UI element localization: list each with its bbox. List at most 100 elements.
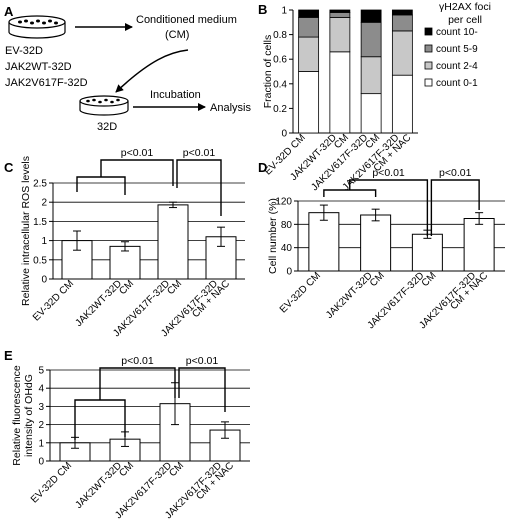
bar (411, 233, 443, 272)
p-value-label: p<0.01 (121, 147, 154, 159)
y-tick-label: 40 (281, 243, 293, 254)
bar-segment (360, 56, 382, 95)
y-tick-label: 0 (281, 129, 287, 140)
x-tick-label: JAK2WT-32D (74, 278, 125, 329)
group-bracket (76, 176, 126, 195)
p-value-label: p<0.01 (183, 147, 216, 159)
y-tick-label: 2 (41, 198, 47, 209)
x-tick-label: EV-32D CM (278, 270, 323, 315)
legend-swatch (424, 27, 433, 36)
panel-a-letter: A (4, 4, 14, 19)
y-tick-label: 0.8 (273, 30, 287, 41)
legend-label: count 0-1 (436, 78, 478, 89)
y-tick-label: 1 (281, 6, 287, 17)
x-tick-label: CM (117, 278, 136, 297)
dish-label: JAK2WT-32D (5, 61, 72, 73)
panel-c-letter: C (4, 160, 14, 175)
y-tick-label: 0 (286, 267, 292, 278)
bar-segment (329, 9, 351, 13)
source-dish-icon (8, 15, 66, 39)
bar-segment (329, 16, 351, 53)
significance-bracket (178, 367, 226, 412)
y-tick-label: 2.5 (33, 179, 47, 190)
significance-bracket (100, 159, 174, 186)
bar-segment (360, 93, 382, 134)
target-dish-icon (79, 95, 129, 116)
bar (360, 214, 392, 272)
analysis-label: Analysis (210, 102, 251, 114)
legend-swatch (424, 61, 433, 70)
bar-segment (391, 9, 413, 16)
bar-segment (298, 71, 320, 134)
bar-segment (360, 9, 382, 23)
y-tick-label: 0.2 (273, 104, 287, 115)
significance-bracket (430, 179, 480, 236)
y-axis-title: Relative fluorescence (11, 365, 23, 466)
y-axis-title: intensity of OHdG (23, 374, 35, 457)
cm-label: (CM) (165, 29, 189, 41)
bar (109, 245, 141, 280)
panel-d-letter: D (258, 160, 267, 175)
p-value-label: p<0.01 (439, 167, 472, 179)
x-tick-label: CM (420, 270, 439, 289)
y-tick-label: 80 (281, 220, 293, 231)
legend-title: γH2AX foci (439, 1, 491, 13)
x-tick-label: EV-32D CM (29, 460, 74, 505)
x-tick-label: CM (165, 278, 184, 297)
y-tick-label: 1.5 (33, 217, 47, 228)
y-tick-label: 0.4 (273, 79, 287, 90)
panel-b-letter: B (258, 2, 267, 17)
dish-label: JAK2V617F-32D (5, 77, 88, 89)
incubation-label: Incubation (150, 89, 201, 101)
bar-segment (298, 9, 320, 18)
y-tick-label: 120 (275, 197, 292, 208)
panel-c: C 00.511.522.5EV-32D CMJAK2WT-32DCMJAK2V… (4, 147, 245, 339)
y-tick-label: 3 (38, 402, 44, 413)
legend-title: per cell (448, 14, 482, 26)
x-tick-label: CM (167, 460, 186, 479)
significance-bracket (99, 367, 176, 400)
bar (463, 218, 495, 272)
x-tick-label: JAK2WT-32D (324, 270, 375, 321)
legend-label: count 5-9 (436, 44, 478, 55)
y-tick-label: 1 (38, 438, 44, 449)
y-axis-title: Relative intracellular ROS levels (20, 156, 32, 306)
bar (157, 204, 189, 280)
cm-label: Conditioned medium (136, 14, 237, 26)
x-tick-label: JAK2WT-32D (74, 460, 125, 511)
y-tick-label: 0 (41, 275, 47, 286)
y-tick-label: 2 (38, 420, 44, 431)
target-label: 32D (97, 121, 117, 133)
significance-bracket (176, 159, 222, 216)
legend-swatch (424, 44, 433, 53)
bar-segment (391, 14, 413, 32)
y-tick-label: 0 (38, 457, 44, 468)
panel-b: B γH2AX foci per cell 00.20.40.60.81EV-3… (258, 1, 491, 193)
y-tick-label: 4 (38, 384, 44, 395)
significance-bracket (349, 179, 429, 236)
p-value-label: p<0.01 (121, 355, 154, 367)
bar (308, 212, 340, 272)
ros-bar-chart: 00.511.522.5EV-32D CMJAK2WT-32DCMJAK2V61… (20, 147, 245, 339)
bar-segment (298, 16, 320, 38)
y-tick-label: 5 (38, 366, 44, 377)
x-tick-label: EV-32D CM (31, 278, 76, 323)
legend-swatch (424, 78, 433, 87)
y-tick-label: 1 (41, 236, 47, 247)
y-axis-title: Fraction of cells (262, 35, 274, 109)
x-tick-label: CM (117, 460, 136, 479)
arrow-to-target (115, 49, 189, 93)
y-tick-label: 0.6 (273, 55, 287, 66)
panel-e-letter: E (4, 348, 13, 363)
p-value-label: p<0.01 (186, 355, 219, 367)
bar-segment (329, 12, 351, 18)
legend-label: count 2-4 (436, 61, 478, 72)
p-value-label: p<0.01 (372, 167, 405, 179)
bar-segment (329, 51, 351, 134)
legend-label: count 10- (436, 27, 478, 38)
bar-segment (391, 74, 413, 134)
